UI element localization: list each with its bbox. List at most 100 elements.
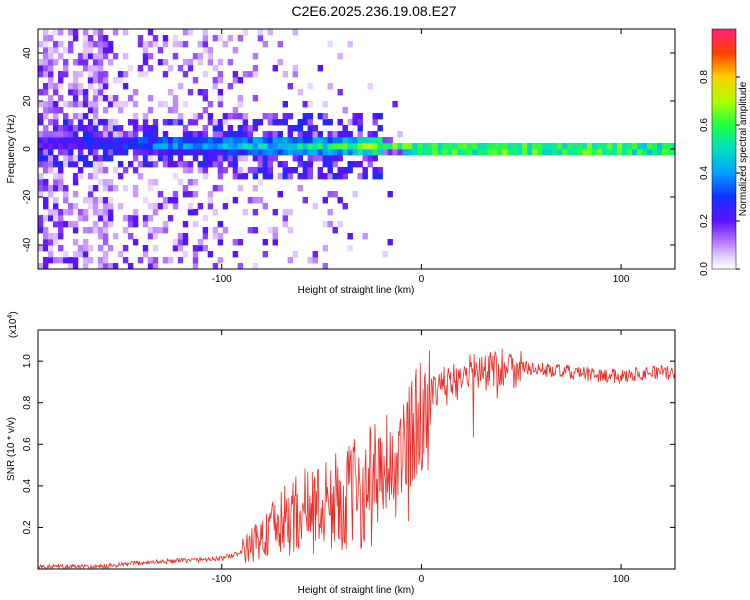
heatmap-cell — [87, 185, 94, 192]
spectrogram-x-ticks: -100 0 100 — [212, 29, 630, 285]
heatmap-cell — [77, 137, 84, 144]
heatmap-cell — [307, 149, 313, 156]
heatmap-cell — [172, 41, 179, 48]
heatmap-cell — [392, 149, 398, 156]
heatmap-cell — [237, 149, 244, 156]
heatmap-cell — [72, 257, 79, 264]
heatmap-cell — [232, 113, 239, 120]
heatmap-cell — [38, 131, 44, 138]
heatmap-cell — [147, 53, 154, 60]
heatmap-cell — [307, 83, 313, 90]
heatmap-cell — [87, 191, 94, 198]
heatmap-cell — [182, 125, 189, 132]
heatmap-cell — [132, 119, 139, 126]
heatmap-cell — [302, 119, 308, 126]
heatmap-cell — [177, 137, 184, 144]
heatmap-cell — [587, 149, 593, 156]
heatmap-cell — [187, 59, 194, 66]
heatmap-cell — [367, 143, 373, 150]
heatmap-cell — [277, 137, 283, 144]
heatmap-cell — [282, 137, 288, 144]
heatmap-cell — [72, 137, 79, 144]
heatmap-cell — [102, 179, 109, 186]
heatmap-cell — [207, 191, 214, 198]
heatmap-cell — [237, 137, 244, 144]
heatmap-cell — [137, 137, 144, 144]
heatmap-cell — [382, 143, 388, 150]
heatmap-cell — [102, 47, 109, 54]
heatmap-cell — [182, 221, 189, 228]
heatmap-cell — [177, 113, 184, 120]
heatmap-cell — [43, 101, 49, 108]
heatmap-cell — [162, 143, 169, 150]
heatmap-cell — [332, 155, 338, 162]
heatmap-cell — [267, 143, 273, 150]
heatmap-cell — [92, 71, 99, 78]
snr-y-tick-label: 0.2 — [22, 520, 33, 534]
heatmap-cell — [262, 203, 268, 210]
heatmap-cell — [332, 227, 338, 234]
heatmap-cell — [317, 131, 323, 138]
heatmap-cell — [107, 41, 114, 48]
heatmap-cell — [87, 131, 94, 138]
heatmap-cell — [287, 149, 293, 156]
heatmap-cell — [402, 143, 408, 150]
heatmap-cell — [232, 149, 239, 156]
heatmap-cell — [43, 89, 49, 96]
heatmap-cell — [97, 245, 104, 252]
heatmap-cell — [347, 245, 353, 252]
heatmap-cell — [382, 149, 388, 156]
colorbar-ticks: 0.0 0.2 0.4 0.6 0.8 — [699, 70, 740, 276]
heatmap-cell — [302, 149, 308, 156]
heatmap-cell — [177, 119, 184, 126]
heatmap-cell — [43, 143, 49, 150]
heatmap-cell — [63, 257, 69, 264]
heatmap-cell — [147, 95, 154, 102]
heatmap-cell — [347, 131, 353, 138]
heatmap-cell — [242, 149, 249, 156]
heatmap-cell — [92, 29, 99, 36]
heatmap-cell — [117, 161, 124, 168]
heatmap-cell — [92, 59, 99, 66]
heatmap-cell — [147, 263, 154, 269]
heatmap-cell — [297, 143, 303, 150]
colorbar-tick-label: 0.6 — [699, 118, 710, 132]
heatmap-cell — [43, 233, 49, 240]
heatmap-cell — [197, 161, 204, 168]
heatmap-cell — [127, 95, 134, 102]
heatmap-cell — [132, 167, 139, 174]
heatmap-cell — [187, 167, 194, 174]
heatmap-cell — [527, 149, 533, 156]
heatmap-cell — [112, 53, 119, 60]
heatmap-cell — [48, 191, 54, 198]
heatmap-cell — [82, 257, 89, 264]
heatmap-cell — [152, 143, 159, 150]
heatmap-cell — [38, 161, 44, 168]
heatmap-cell — [112, 29, 119, 36]
heatmap-cell — [537, 149, 543, 156]
heatmap-cell — [227, 35, 234, 42]
heatmap-cell — [227, 143, 234, 150]
heatmap-cell — [232, 107, 239, 114]
heatmap-cell — [63, 197, 69, 204]
heatmap-cell — [242, 29, 249, 36]
spectrogram-y-tick-label: 20 — [22, 95, 33, 107]
heatmap-cell — [312, 125, 318, 132]
heatmap-cell — [192, 113, 199, 120]
heatmap-cell — [247, 71, 254, 78]
heatmap-cell — [53, 83, 59, 90]
heatmap-cell — [317, 167, 323, 174]
heatmap-cell — [102, 221, 109, 228]
heatmap-cell — [342, 137, 348, 144]
heatmap-cell — [63, 221, 69, 228]
heatmap-cell — [137, 65, 144, 72]
heatmap-cell — [43, 59, 49, 66]
heatmap-cell — [68, 41, 74, 48]
heatmap-cell — [322, 173, 328, 180]
heatmap-cell — [48, 65, 54, 72]
heatmap-cell — [302, 167, 308, 174]
heatmap-cell — [102, 107, 109, 114]
heatmap-cell — [63, 155, 69, 162]
heatmap-cell — [72, 161, 79, 168]
